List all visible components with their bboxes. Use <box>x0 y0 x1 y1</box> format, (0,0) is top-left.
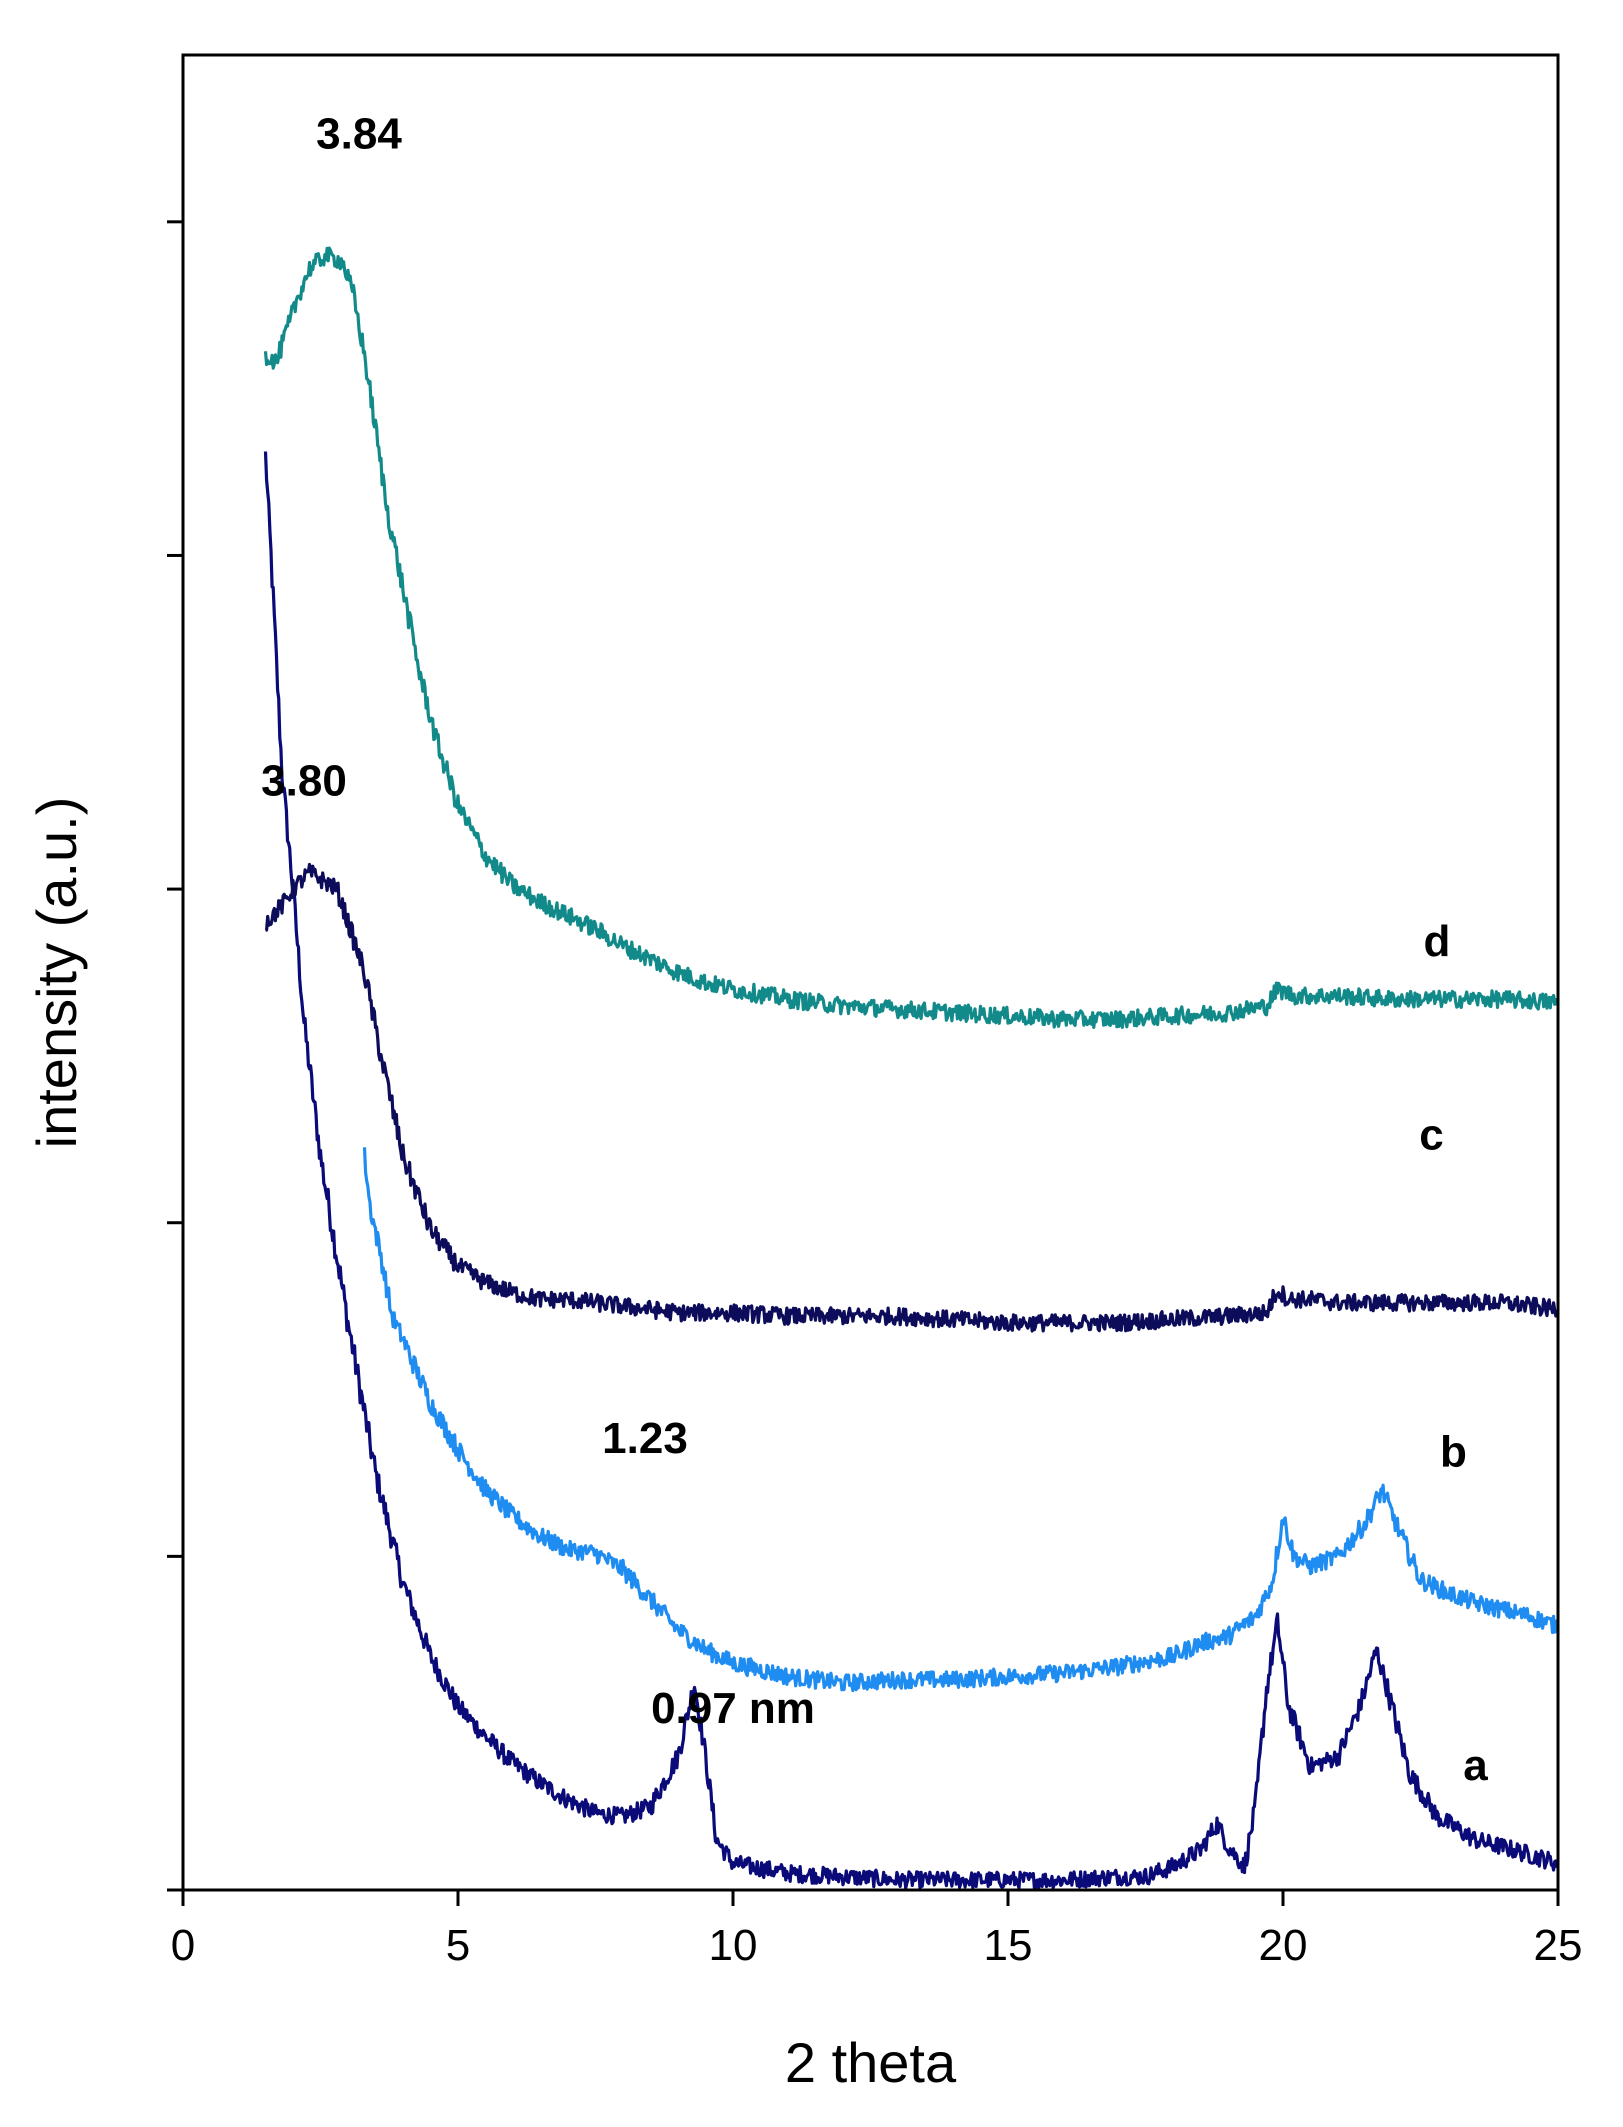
x-axis-ticks: 0 5 10 15 20 25 <box>171 1890 1583 1970</box>
series-a-line <box>263 451 1560 1890</box>
annotation-label: d <box>1424 917 1451 966</box>
plot-frame <box>181 53 1560 1892</box>
y-axis-ticks <box>167 220 183 1892</box>
series-c-line <box>265 862 1560 1333</box>
annotation-label: c <box>1419 1110 1443 1159</box>
annotation-label: 1.23 <box>602 1414 688 1463</box>
annotation-label: a <box>1463 1741 1488 1790</box>
annotation-label: 0.97 nm <box>651 1684 815 1733</box>
x-tick-label: 25 <box>1534 1921 1583 1970</box>
x-tick-label: 10 <box>709 1921 758 1970</box>
axes <box>181 53 1560 1892</box>
annotation-label: 3.80 <box>261 757 347 806</box>
x-axis-title: 2 theta <box>785 2031 957 2094</box>
x-tick-label: 15 <box>984 1921 1033 1970</box>
annotation-layer: 3.84 3.80 1.23 0.97 nm d c b a <box>261 109 1488 1789</box>
x-tick-label: 20 <box>1259 1921 1308 1970</box>
x-tick-label: 5 <box>446 1921 470 1970</box>
series-d-line <box>263 246 1560 1029</box>
x-tick-label: 0 <box>171 1921 195 1970</box>
series-layer <box>263 246 1560 1890</box>
y-axis-title: intensity (a.u.) <box>25 797 88 1149</box>
annotation-label: 3.84 <box>316 109 402 158</box>
annotation-label: b <box>1440 1427 1467 1476</box>
series-b-line <box>362 1147 1560 1693</box>
